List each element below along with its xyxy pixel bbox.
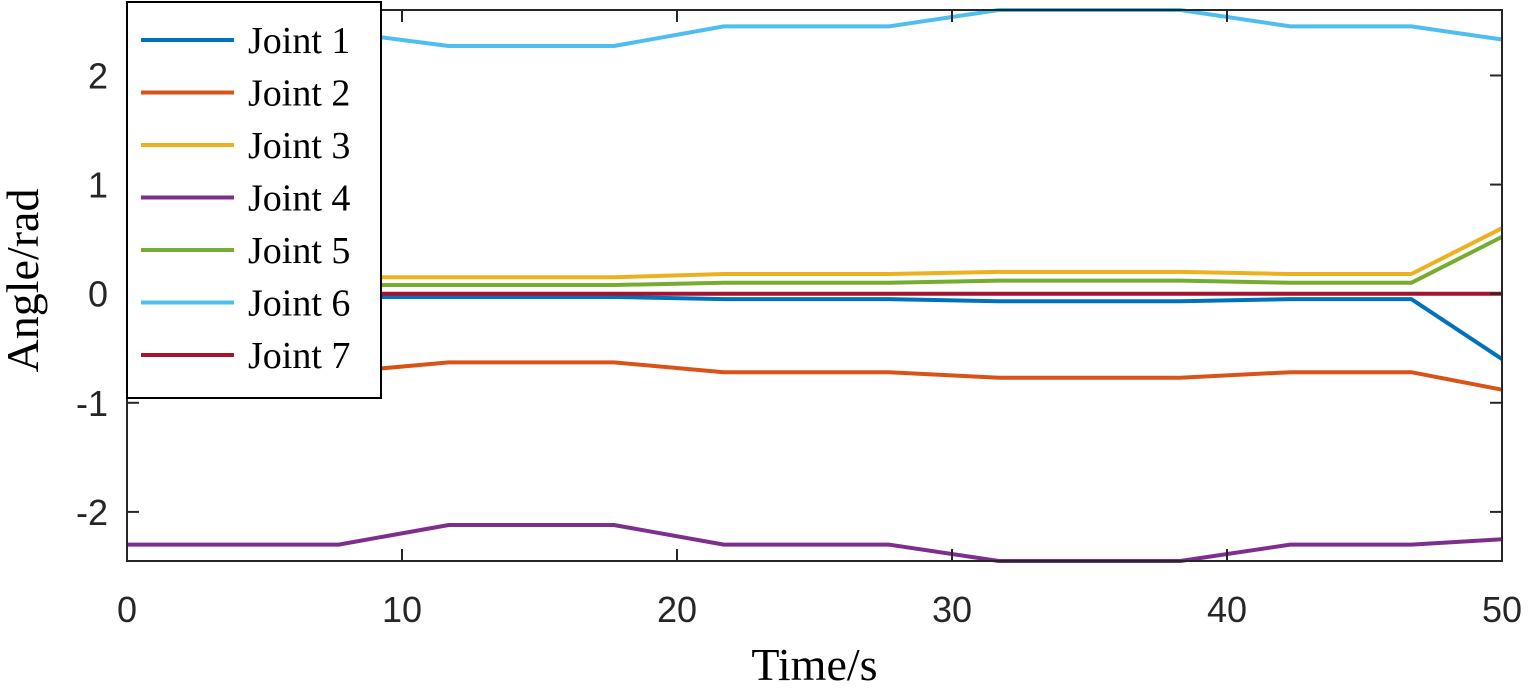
y-tick-label: 2 [88, 55, 108, 96]
legend-box [126, 1, 382, 399]
x-tick-label: 0 [117, 589, 137, 630]
y-tick-label: 0 [88, 274, 108, 315]
legend: Joint 1 Joint 2 Joint 3 Joint 4 Joint 5 Joint… [126, 1, 382, 399]
legend-label-2: Joint 2 [248, 73, 350, 115]
y-tick-label: 1 [88, 165, 108, 206]
series-lines [127, 8, 1504, 563]
x-tick-label: 50 [1482, 589, 1522, 630]
legend-label-5: Joint 5 [248, 230, 350, 272]
x-tick-label: 20 [657, 589, 697, 630]
legend-label-7: Joint 7 [248, 335, 350, 377]
x-axis-title: Time/s [751, 639, 877, 688]
legend-label-3: Joint 3 [248, 125, 350, 167]
legend-label-1: Joint 1 [248, 20, 350, 62]
y-axis-title: Angle/rad [0, 189, 48, 373]
series-line-4 [127, 523, 1503, 563]
series-line-3 [127, 226, 1503, 280]
axis-ticks: 0 10 20 30 40 50 -2 -1 0 1 2 [76, 10, 1522, 630]
x-tick-label: 10 [382, 589, 422, 630]
x-tick-label: 30 [932, 589, 972, 630]
legend-label-4: Joint 4 [248, 178, 350, 220]
series-line-5 [127, 235, 1503, 287]
y-tick-label: -2 [76, 492, 108, 533]
series-line-2 [127, 360, 1503, 392]
legend-label-6: Joint 6 [248, 283, 350, 325]
x-tick-label: 40 [1207, 589, 1247, 630]
series-line-6 [127, 8, 1503, 48]
series-line-1 [127, 295, 1504, 361]
y-tick-label: -1 [76, 383, 108, 424]
